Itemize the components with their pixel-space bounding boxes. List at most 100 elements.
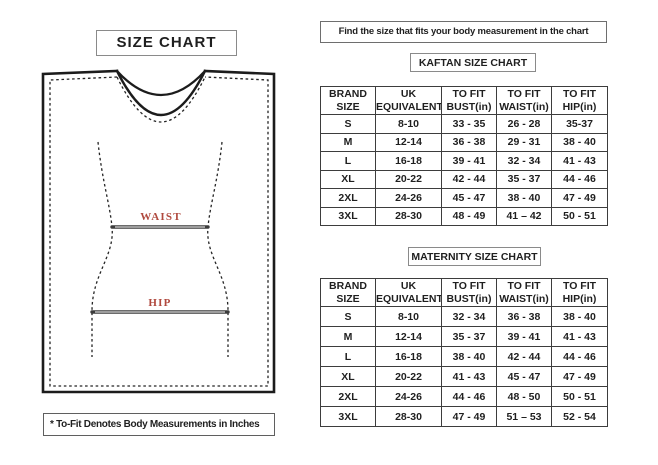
column-header: TO FIT HIP(in) <box>551 278 608 307</box>
table-cell: 47 - 49 <box>551 366 608 387</box>
column-header: BRAND SIZE <box>320 278 376 307</box>
kaftan-table-title: KAFTAN SIZE CHART <box>410 53 536 72</box>
table-cell: 38 - 40 <box>551 132 608 152</box>
table-cell: 38 - 40 <box>496 188 552 208</box>
table-cell: 32 - 34 <box>496 151 552 171</box>
table-cell: 42 - 44 <box>496 346 552 367</box>
column-header-line: TO FIT <box>562 280 597 292</box>
column-header: TO FIT WAIST(in) <box>496 86 552 115</box>
table-cell: 48 - 50 <box>496 386 552 407</box>
table-row: 2XL 24-26 44 - 46 48 - 50 50 - 51 <box>320 386 608 407</box>
neckline-outer-arc <box>115 69 207 96</box>
header-row: BRAND SIZE UK EQUIVALENT TO FIT BUST(in) TO FI… <box>320 278 608 307</box>
table-cell: 50 - 51 <box>551 206 608 226</box>
table-cell: M <box>320 132 376 152</box>
header-row: BRAND SIZE UK EQUIVALENT TO FIT BUST(in) TO FI… <box>320 86 608 115</box>
column-header-line: EQUIVALENT <box>376 100 442 113</box>
column-header: TO FIT HIP(in) <box>551 86 608 115</box>
table-cell: 35 - 37 <box>496 169 552 189</box>
neckline-stitch-arc <box>116 76 206 123</box>
column-header: UK EQUIVALENT <box>375 86 442 115</box>
column-header-line: WAIST(in) <box>499 292 549 305</box>
table-row: S 8-10 32 - 34 36 - 38 38 - 40 <box>320 306 608 327</box>
table-cell: 38 - 40 <box>551 306 608 327</box>
table-cell: 50 - 51 <box>551 386 608 407</box>
table-cell: 16-18 <box>375 151 442 171</box>
table-cell: XL <box>320 366 376 387</box>
garment-outline <box>41 69 276 394</box>
stitch-border <box>49 76 269 387</box>
table-cell: 36 - 38 <box>496 306 552 327</box>
table-cell: 20-22 <box>375 169 442 189</box>
table-cell: XL <box>320 169 376 189</box>
table-cell: S <box>320 114 376 134</box>
table-cell: 12-14 <box>375 326 442 347</box>
column-header: BRAND SIZE <box>320 86 376 115</box>
table-cell: 3XL <box>320 206 376 226</box>
table-cell: 47 - 49 <box>551 188 608 208</box>
column-header-line: HIP(in) <box>562 292 597 305</box>
table-row: 2XL 24-26 45 - 47 38 - 40 47 - 49 <box>320 188 608 208</box>
table-cell: 8-10 <box>375 114 442 134</box>
column-header-line: EQUIVALENT <box>376 292 442 305</box>
table-cell: 35-37 <box>551 114 608 134</box>
column-header-line: SIZE <box>336 100 360 113</box>
table-cell: 28-30 <box>375 406 442 427</box>
table-cell: 45 - 47 <box>496 366 552 387</box>
table-row: XL 20-22 41 - 43 45 - 47 47 - 49 <box>320 366 608 387</box>
table-row: M 12-14 36 - 38 29 - 31 38 - 40 <box>320 132 608 152</box>
table-cell: 29 - 31 <box>496 132 552 152</box>
footnote: * To-Fit Denotes Body Measurements in In… <box>43 413 275 436</box>
table-cell: 41 - 43 <box>551 151 608 171</box>
table-cell: 36 - 38 <box>441 132 497 152</box>
table-cell: 3XL <box>320 406 376 427</box>
column-header-line: UK <box>400 280 417 292</box>
kaftan-size-table: BRAND SIZE UK EQUIVALENT TO FIT BUST(in) TO FI… <box>320 86 608 226</box>
maternity-size-table: BRAND SIZE UK EQUIVALENT TO FIT BUST(in) TO FI… <box>320 278 608 427</box>
table-cell: 28-30 <box>375 206 442 226</box>
column-header-line: HIP(in) <box>562 100 597 113</box>
table-row: L 16-18 38 - 40 42 - 44 44 - 46 <box>320 346 608 367</box>
table-cell: 24-26 <box>375 188 442 208</box>
table-cell: 39 - 41 <box>496 326 552 347</box>
hip-label: HIP <box>148 297 171 309</box>
column-header: UK EQUIVALENT <box>375 278 442 307</box>
table-cell: 38 - 40 <box>441 346 497 367</box>
table-cell: 39 - 41 <box>441 151 497 171</box>
table-cell: 32 - 34 <box>441 306 497 327</box>
banner: Find the size that fits your body measur… <box>320 21 607 43</box>
table-cell: 44 - 46 <box>551 169 608 189</box>
column-header: TO FIT WAIST(in) <box>496 278 552 307</box>
body-silhouette-left <box>91 141 113 357</box>
table-cell: L <box>320 346 376 367</box>
table-row: 3XL 28-30 48 - 49 41 – 42 50 - 51 <box>320 206 608 226</box>
table-cell: M <box>320 326 376 347</box>
waist-label: WAIST <box>140 211 181 223</box>
table-cell: 47 - 49 <box>441 406 497 427</box>
maternity-table-title: MATERNITY SIZE CHART <box>408 247 541 266</box>
table-cell: 2XL <box>320 386 376 407</box>
page-title: SIZE CHART <box>96 30 237 56</box>
table-cell: 26 - 28 <box>496 114 552 134</box>
column-header-line: TO FIT <box>452 88 486 100</box>
table-cell: 35 - 37 <box>441 326 497 347</box>
table-cell: 41 - 43 <box>551 326 608 347</box>
column-header-line: BUST(in) <box>446 292 492 305</box>
column-header-line: BUST(in) <box>446 100 492 113</box>
table-cell: 41 – 42 <box>496 206 552 226</box>
table-cell: 42 - 44 <box>441 169 497 189</box>
table-cell: 52 - 54 <box>551 406 608 427</box>
table-cell: 33 - 35 <box>441 114 497 134</box>
column-header-line: WAIST(in) <box>499 100 549 113</box>
column-header-line: UK <box>400 88 417 100</box>
table-cell: 44 - 46 <box>441 386 497 407</box>
column-header-line: TO FIT <box>452 280 486 292</box>
table-row: XL 20-22 42 - 44 35 - 37 44 - 46 <box>320 169 608 189</box>
table-cell: 45 - 47 <box>441 188 497 208</box>
table-cell: 51 – 53 <box>496 406 552 427</box>
table-cell: S <box>320 306 376 327</box>
column-header-line: TO FIT <box>562 88 597 100</box>
table-cell: 44 - 46 <box>551 346 608 367</box>
column-header-line: SIZE <box>336 292 360 305</box>
column-header-line: TO FIT <box>507 88 541 100</box>
